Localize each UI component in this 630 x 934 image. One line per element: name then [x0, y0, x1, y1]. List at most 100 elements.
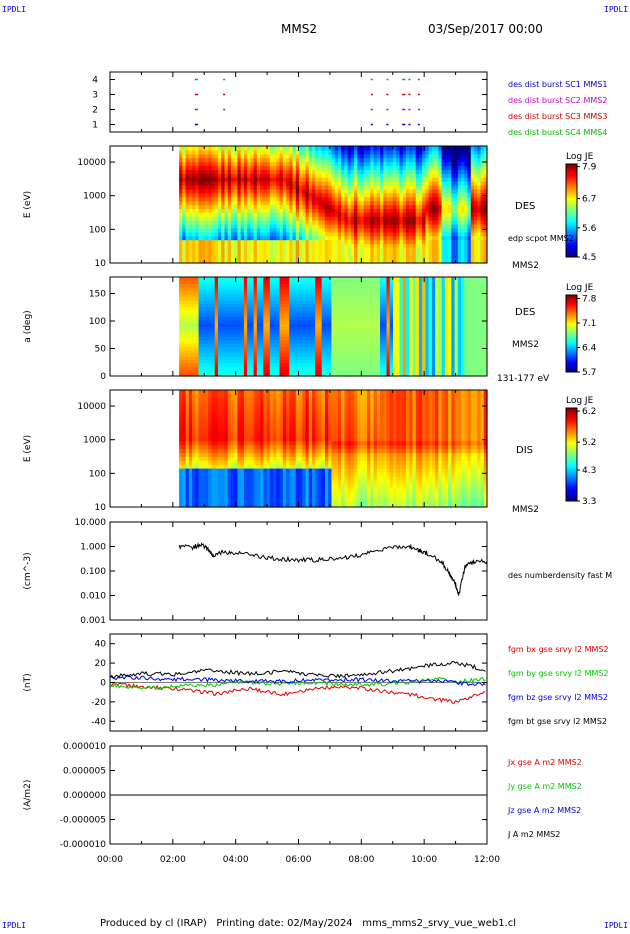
heatmap-cell [451, 200, 456, 206]
heatmap-cell [396, 235, 401, 241]
heatmap-cell [363, 339, 368, 344]
heatmap-cell [308, 146, 313, 151]
heatmap-cell [211, 161, 216, 167]
heatmap-cell [357, 224, 362, 229]
heatmap-cell [402, 255, 407, 260]
heatmap-cell [221, 293, 226, 298]
heatmap-cell [367, 146, 371, 151]
heatmap-cell [237, 188, 242, 194]
heatmap-cell [315, 208, 320, 213]
heatmap-cell [399, 356, 404, 361]
heatmap-cell [234, 153, 239, 159]
heatmap-cell [396, 326, 401, 331]
heatmap-cell [324, 356, 329, 361]
heatmap-cell [221, 359, 226, 364]
heatmap-cell [302, 216, 307, 221]
heatmap-cell [389, 349, 394, 354]
heatmap-cell [457, 255, 462, 260]
heatmap-cell [188, 181, 193, 186]
heatmap-cell [269, 339, 274, 344]
heatmap-cell [461, 149, 465, 155]
heatmap-cell [201, 204, 206, 209]
heatmap-cell [286, 177, 290, 182]
heatmap-cell [282, 306, 287, 311]
heatmap-cell [396, 255, 401, 260]
heatmap-cell [334, 212, 339, 217]
heatmap-cell [373, 157, 378, 163]
heatmap-cell [253, 146, 258, 151]
heatmap-cell [182, 326, 187, 331]
heatmap-cell [412, 146, 417, 151]
heatmap-cell [302, 280, 307, 285]
heatmap-cell [182, 153, 187, 159]
heatmap-cell [376, 235, 381, 241]
heatmap-cell [354, 239, 358, 245]
heatmap-cell [337, 161, 342, 167]
heatmap-cell [292, 366, 297, 370]
heatmap-cell [227, 204, 232, 209]
heatmap-cell [380, 372, 384, 377]
heatmap-cell [221, 220, 226, 225]
heatmap-cell [253, 372, 258, 377]
heatmap-cell [470, 192, 475, 198]
heatmap-cell [256, 255, 261, 260]
heatmap-cell [373, 149, 378, 155]
heatmap-cell [402, 196, 407, 202]
heatmap-cell [461, 185, 465, 190]
heatmap-cell [227, 290, 232, 295]
heatmap-cell [185, 362, 190, 367]
heatmap-cell [182, 352, 187, 357]
heatmap-cell [454, 153, 459, 159]
heatmap-cell [350, 333, 355, 337]
heatmap-cell [276, 196, 281, 202]
heatmap-cell [350, 204, 355, 209]
heatmap-cell [337, 310, 342, 314]
heatmap-cell [221, 333, 226, 337]
heatmap-cell [182, 227, 187, 233]
heatmap-cell [308, 329, 313, 334]
heatmap-cell [302, 293, 307, 298]
heatmap-cell [405, 153, 410, 159]
heatmap-cell [337, 349, 342, 354]
heatmap-cell [188, 366, 193, 370]
heatmap-cell [227, 366, 232, 370]
heatmap-cell [243, 165, 248, 170]
heatmap-cell [470, 216, 475, 221]
heatmap-cell [373, 349, 378, 354]
heatmap-cell [318, 169, 323, 174]
heatmap-cell [260, 352, 264, 357]
heatmap-cell [299, 173, 303, 178]
heatmap-cell [444, 200, 449, 206]
heatmap-cell [360, 204, 365, 209]
heatmap-cell [409, 149, 414, 155]
heatmap-cell [373, 372, 378, 377]
heatmap-cell [299, 300, 303, 304]
heatmap-cell [328, 319, 333, 324]
heatmap-cell [318, 326, 323, 331]
heatmap-cell [260, 149, 264, 155]
heatmap-cell [188, 212, 193, 217]
heatmap-cell [412, 177, 417, 182]
heatmap-cell [211, 255, 216, 260]
heatmap-cell [376, 372, 381, 377]
heatmap-cell [289, 235, 294, 241]
heatmap-cell [334, 255, 339, 260]
heatmap-cell [389, 296, 394, 301]
heatmap-cell [422, 212, 427, 217]
heatmap-cell [354, 290, 358, 295]
heatmap-cell [334, 369, 339, 374]
heatmap-cell [224, 208, 229, 213]
heatmap-cell [402, 243, 407, 248]
heatmap-cell [182, 343, 187, 347]
heatmap-cell [211, 259, 216, 264]
heatmap-cell [182, 212, 187, 217]
heatmap-cell [441, 146, 446, 151]
heatmap-cell [380, 188, 384, 194]
heatmap-cell [205, 326, 209, 331]
heatmap-cell [389, 300, 394, 304]
heatmap-cell [185, 200, 190, 206]
heatmap-cell [393, 303, 397, 308]
heatmap-cell [396, 231, 401, 237]
heatmap-cell [341, 208, 345, 213]
heatmap-cell [334, 259, 339, 264]
